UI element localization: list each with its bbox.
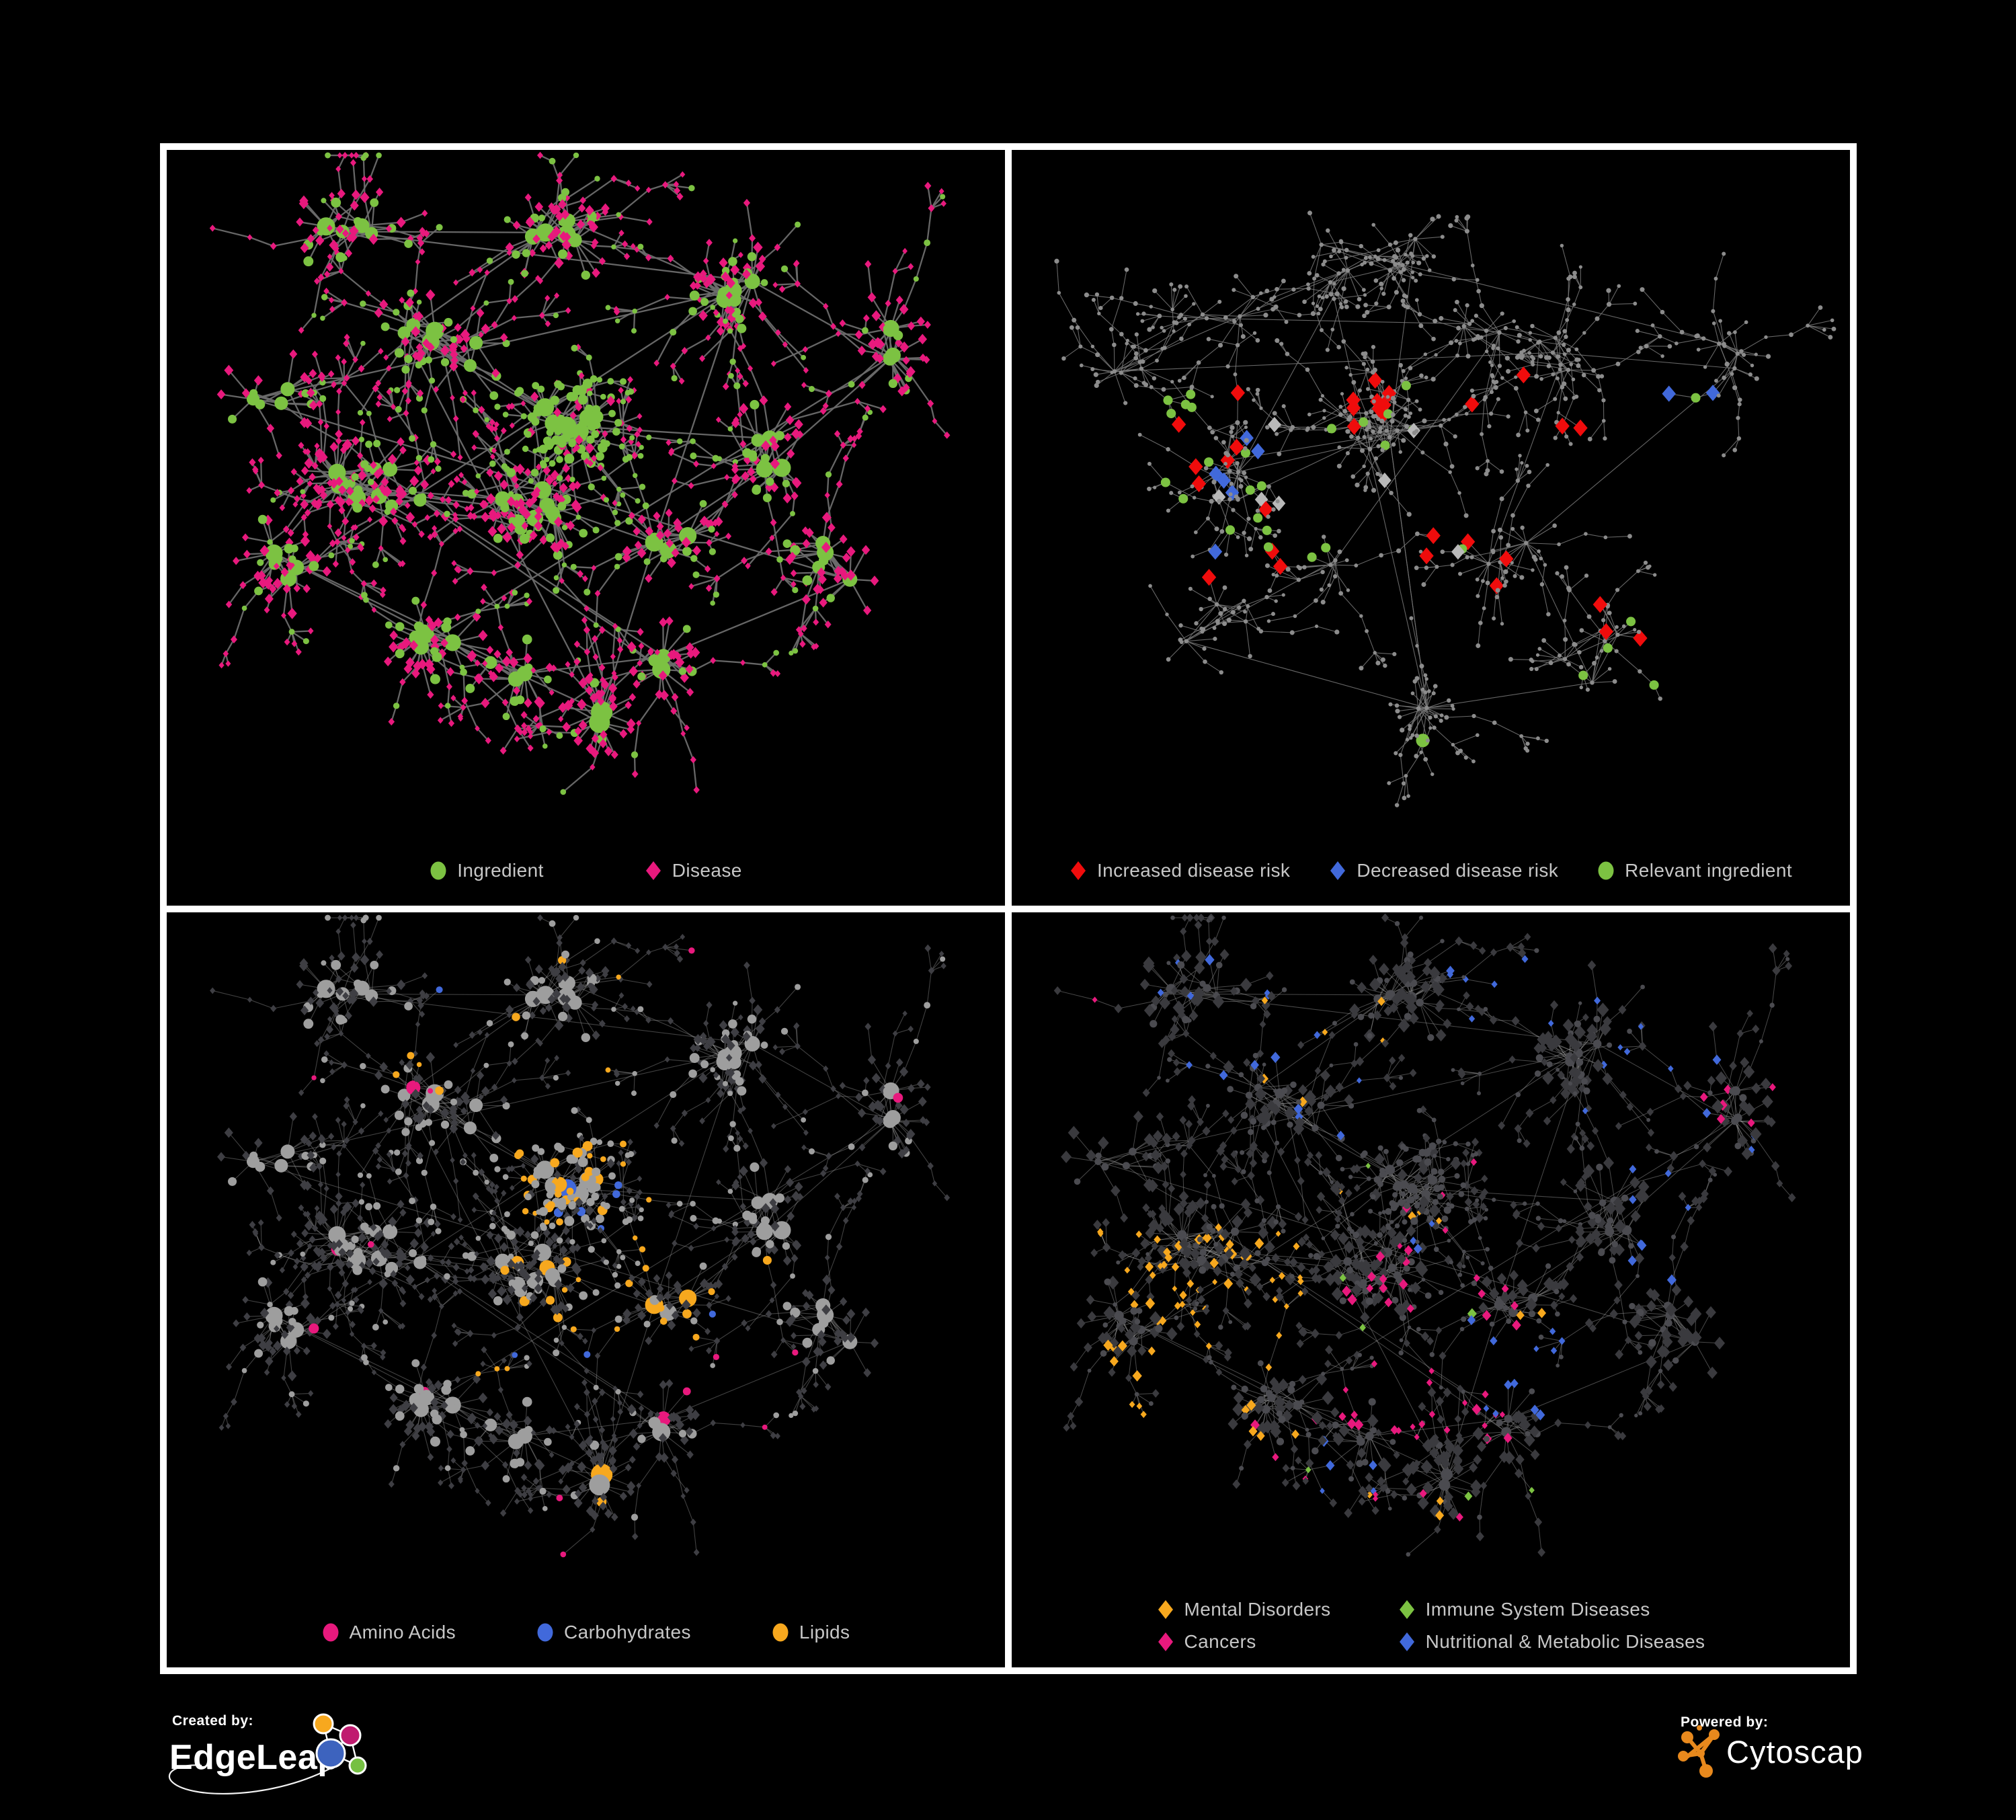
legend-item: Amino Acids (322, 1622, 456, 1643)
legend-label: Increased disease risk (1096, 859, 1291, 881)
edgeleap-logo: Created by: EdgeLeap (168, 1713, 367, 1794)
powered-by-label: Powered by: (1681, 1714, 1768, 1730)
panel-ingredient-disease-network: Ingredient Disease (167, 150, 1005, 906)
legend-label: Carbohydrates (564, 1622, 691, 1643)
legend-item: Lipids (772, 1622, 850, 1643)
edgeleap-network-icon (168, 1713, 367, 1794)
legend-nutrient-classes: Amino Acids Carbohydrates Lipids (167, 1622, 1005, 1643)
legend-item: Increased disease risk (1070, 860, 1290, 881)
legend-marker-diamond-icon (1399, 1600, 1414, 1619)
legend-label: Nutritional & Metabolic Diseases (1425, 1631, 1705, 1652)
legend-marker-circle-icon (1598, 861, 1614, 879)
cytoscape-brand-text: Cytoscape (1726, 1734, 1863, 1770)
figure-grid: Ingredient Disease Increased disease risk… (160, 143, 1857, 1674)
cytoscape-network-icon (1678, 1725, 1720, 1778)
legend-marker-circle-icon (430, 861, 446, 879)
legend-label: Immune System Diseases (1425, 1599, 1650, 1620)
legend-item: Carbohydrates (536, 1622, 691, 1643)
legend-marker-circle-icon (772, 1623, 789, 1642)
legend-disease-categories: Mental Disorders Immune System Diseases Ca… (1012, 1599, 1850, 1653)
panel-nutrient-classes-network: Amino Acids Carbohydrates Lipids (167, 912, 1005, 1667)
legend-marker-diamond-icon (1330, 861, 1346, 880)
legend-marker-diamond-icon (1158, 1632, 1173, 1651)
legend-label: Relevant ingredient (1625, 859, 1793, 881)
edgeleap-brand-text: EdgeLeap (169, 1738, 339, 1777)
legend-item: Disease (645, 860, 742, 881)
legend-label: Cancers (1184, 1631, 1256, 1652)
legend-item: Immune System Diseases (1398, 1599, 1705, 1620)
network-graph-nutrient-classes (210, 914, 951, 1557)
legend-disease-risk: Increased disease risk Decreased disease … (1012, 860, 1850, 881)
network-graph-ingredient-disease (209, 151, 951, 795)
legend-marker-diamond-icon (1158, 1600, 1173, 1619)
legend-label: Decreased disease risk (1357, 859, 1559, 881)
legend-ingredient-disease: Ingredient Disease (167, 860, 1005, 881)
network-graph-disease-categories (1053, 912, 1796, 1557)
legend-item: Cancers (1157, 1631, 1331, 1653)
legend-label: Ingredient (457, 859, 544, 881)
legend-item: Decreased disease risk (1329, 860, 1558, 881)
legend-marker-circle-icon (537, 1623, 553, 1642)
legend-item: Ingredient (430, 860, 544, 881)
panel-disease-risk-network: Increased disease risk Decreased disease … (1012, 150, 1850, 906)
legend-marker-circle-icon (323, 1623, 339, 1642)
network-graph-disease-risk (1054, 210, 1837, 807)
legend-marker-diamond-icon (645, 861, 661, 880)
legend-item: Nutritional & Metabolic Diseases (1398, 1631, 1705, 1653)
legend-item: Mental Disorders (1157, 1599, 1331, 1620)
panel-disease-categories-network: Mental Disorders Immune System Diseases Ca… (1012, 912, 1850, 1667)
legend-marker-diamond-icon (1399, 1632, 1414, 1651)
cytoscape-logo: Powered by: Cytoscape (1678, 1714, 1863, 1778)
created-by-label: Created by: (172, 1713, 253, 1729)
legend-label: Mental Disorders (1184, 1599, 1331, 1620)
legend-label: Disease (672, 859, 742, 881)
legend-marker-diamond-icon (1070, 861, 1086, 880)
legend-label: Lipids (799, 1622, 850, 1643)
legend-label: Amino Acids (349, 1622, 456, 1643)
legend-item: Relevant ingredient (1597, 860, 1792, 881)
